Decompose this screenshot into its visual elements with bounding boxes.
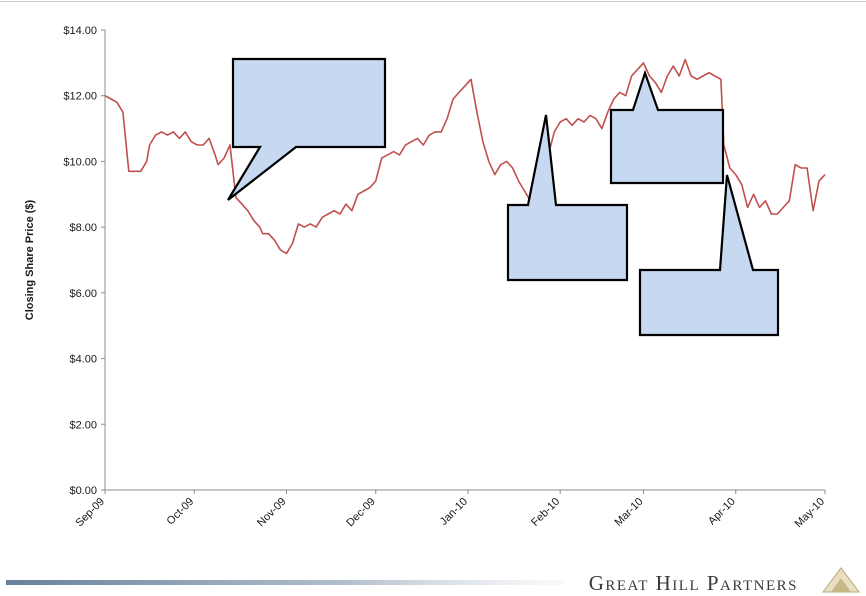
x-tick-label: Oct-09 — [165, 496, 197, 528]
callout-2 — [506, 114, 629, 282]
x-axis: Sep-09 Oct-09 Nov-09 Dec-09 Jan-10 Feb-10 Mar-… — [74, 489, 827, 530]
x-tick-label: Jan-10 — [438, 496, 470, 528]
top-rule — [0, 1, 866, 2]
x-tick-label: Sep-09 — [74, 496, 108, 530]
x-tick-label: Dec-09 — [344, 496, 378, 530]
brand-wordmark: Great Hill Partners — [588, 571, 798, 595]
price-series-line — [104, 58, 826, 255]
y-tick-label: $6.00 — [69, 288, 97, 300]
y-axis: $0.00 $2.00 $4.00 $6.00 $8.00 $10.00 $12.00 $14… — [63, 25, 106, 497]
mountain-logo-icon — [822, 567, 860, 593]
x-tick-label: Mar-10 — [613, 496, 646, 529]
callouts — [227, 57, 780, 337]
y-axis-label: Closing Share Price ($) — [24, 199, 36, 320]
y-tick-label: $4.00 — [69, 354, 97, 366]
callout-3 — [609, 69, 725, 185]
x-tick-label: Apr-10 — [706, 496, 738, 528]
x-tick-label: May-10 — [793, 496, 827, 530]
footer-rule — [6, 580, 566, 585]
y-tick-label: $12.00 — [63, 91, 97, 103]
plot-lines — [104, 58, 826, 255]
x-tick-label: Nov-09 — [255, 496, 289, 530]
y-tick-label: $2.00 — [69, 419, 97, 431]
callout-4 — [638, 174, 780, 337]
share-price-chart: $0.00 $2.00 $4.00 $6.00 $8.00 $10.00 $12.00 $14… — [24, 25, 827, 530]
y-tick-label: $10.00 — [63, 156, 97, 168]
y-tick-label: $8.00 — [69, 222, 97, 234]
x-tick-label: Feb-10 — [529, 496, 562, 529]
callout-1 — [227, 57, 387, 201]
y-tick-label: $0.00 — [69, 485, 97, 497]
y-tick-label: $14.00 — [63, 25, 97, 37]
